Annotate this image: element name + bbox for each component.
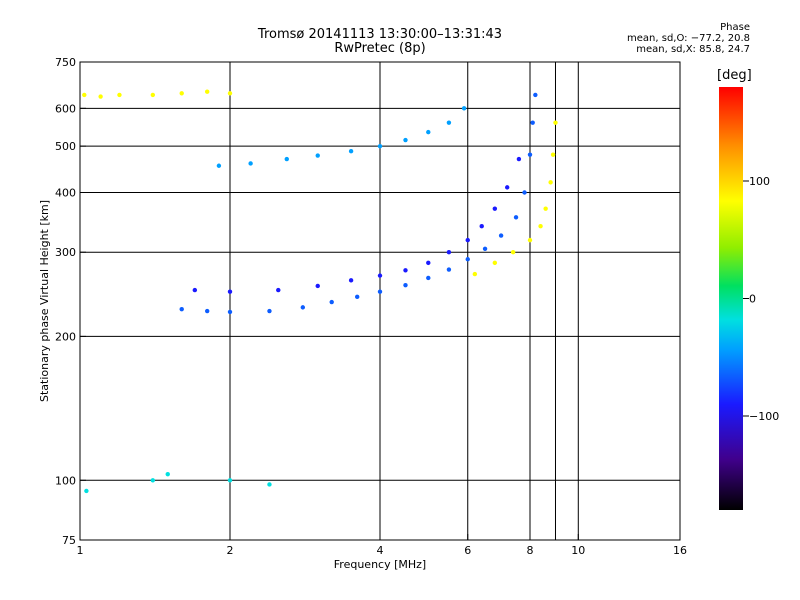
data-point [446, 267, 452, 272]
data-point [354, 294, 360, 300]
colorbar-tick-label: 0 [749, 293, 756, 306]
data-point [527, 237, 533, 243]
data-point [527, 152, 533, 157]
data-point [377, 289, 383, 294]
x-tick-label: 4 [377, 544, 384, 557]
data-point [348, 278, 354, 283]
chart-title: Tromsø 20141113 13:30:00–13:31:43 [257, 27, 503, 42]
data-point [82, 92, 87, 98]
data-point [510, 250, 516, 255]
data-point [117, 92, 122, 98]
data-point [204, 308, 210, 314]
data-point [516, 156, 522, 162]
phase-info-x: mean, sd,X: 85.8, 24.7 [636, 44, 750, 55]
y-tick-label: 200 [55, 330, 76, 343]
data-point [179, 91, 184, 96]
data-point [461, 106, 467, 111]
x-tick-label: 2 [227, 544, 234, 557]
grid-lines [80, 62, 680, 540]
data-point [403, 137, 408, 143]
data-point [492, 206, 498, 211]
x-tick-label: 10 [571, 544, 585, 557]
colorbar-unit: [deg] [717, 68, 752, 83]
data-point [329, 299, 334, 305]
x-tick-label: 1 [77, 544, 84, 557]
data-point [504, 185, 510, 190]
data-point [98, 94, 103, 99]
y-tick-label: 500 [55, 140, 76, 153]
data-point [315, 153, 320, 158]
data-point [426, 129, 431, 135]
data-point [377, 273, 383, 278]
x-tick-label: 8 [527, 544, 534, 557]
y-axis-ticks: 75 100 200 300 400 500 600 750 [55, 56, 86, 547]
x-axis-ticks: 1 2 4 6 8 10 16 [77, 534, 687, 557]
data-point [472, 271, 478, 277]
data-point [150, 478, 156, 483]
data-point [403, 268, 408, 273]
x-axis-label: Frequency [MHz] [334, 558, 426, 571]
data-points [82, 89, 558, 494]
data-point [165, 471, 170, 477]
data-point [482, 246, 488, 251]
colorbar [719, 87, 743, 510]
data-point [550, 152, 556, 157]
data-point [446, 120, 452, 125]
data-point [284, 156, 289, 162]
y-axis-label: Stationary phase Virtual Height [km] [38, 200, 51, 402]
colorbar-ticks: 100 0 −100 [743, 175, 779, 423]
data-point [179, 306, 184, 312]
data-point [150, 92, 156, 98]
data-point [315, 283, 320, 289]
x-tick-label: 6 [464, 544, 471, 557]
data-point [498, 233, 504, 238]
data-point [522, 190, 527, 195]
y-tick-label: 300 [55, 246, 76, 259]
data-point [479, 224, 484, 229]
data-point [267, 482, 272, 487]
y-tick-label: 75 [62, 534, 76, 547]
data-point [426, 260, 431, 266]
data-point [248, 161, 253, 166]
data-point [276, 287, 281, 293]
data-point [543, 206, 548, 211]
data-point [426, 275, 431, 281]
data-point [513, 215, 519, 220]
data-point [548, 180, 553, 185]
data-point [227, 91, 233, 96]
chart-subtitle: RwPretec (8p) [334, 41, 426, 56]
phase-info-o: mean, sd,O: −77.2, 20.8 [627, 33, 750, 44]
colorbar-tick-label: 100 [749, 175, 770, 188]
data-point [538, 224, 543, 229]
data-point [204, 89, 210, 94]
phase-info-heading: Phase [720, 22, 750, 33]
data-point [227, 309, 233, 315]
data-point [465, 237, 470, 243]
y-tick-label: 750 [55, 56, 76, 69]
data-point [446, 250, 452, 255]
data-point [530, 120, 535, 125]
data-point [492, 260, 498, 266]
y-tick-label: 600 [55, 102, 76, 115]
data-point [403, 282, 408, 288]
data-point [348, 149, 354, 154]
data-point [377, 143, 383, 149]
colorbar-tick-label: −100 [749, 410, 779, 423]
data-point [553, 120, 558, 125]
data-point [216, 163, 222, 168]
data-point [300, 305, 306, 310]
data-point [192, 287, 198, 293]
y-tick-label: 400 [55, 186, 76, 199]
data-point [227, 289, 233, 294]
data-point [84, 488, 89, 494]
x-tick-label: 16 [673, 544, 687, 557]
data-point [267, 308, 272, 314]
y-tick-label: 100 [55, 474, 76, 487]
data-point [533, 92, 538, 98]
data-point [227, 478, 233, 483]
data-point [465, 257, 470, 262]
